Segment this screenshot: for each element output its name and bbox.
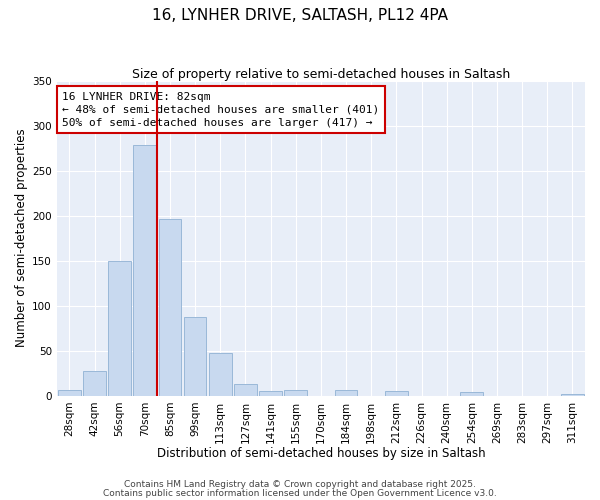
Bar — [109, 260, 131, 396]
Bar — [385, 392, 407, 396]
Bar — [133, 146, 156, 396]
X-axis label: Distribution of semi-detached houses by size in Saltash: Distribution of semi-detached houses by … — [157, 447, 485, 460]
Y-axis label: Number of semi-detached properties: Number of semi-detached properties — [15, 129, 28, 348]
Bar — [184, 316, 206, 396]
Text: Contains HM Land Registry data © Crown copyright and database right 2025.: Contains HM Land Registry data © Crown c… — [124, 480, 476, 489]
Title: Size of property relative to semi-detached houses in Saltash: Size of property relative to semi-detach… — [132, 68, 510, 80]
Bar — [58, 390, 80, 396]
Bar — [259, 392, 282, 396]
Bar — [234, 384, 257, 396]
Bar — [158, 220, 181, 396]
Text: 16, LYNHER DRIVE, SALTASH, PL12 4PA: 16, LYNHER DRIVE, SALTASH, PL12 4PA — [152, 8, 448, 22]
Bar — [284, 390, 307, 396]
Bar — [209, 352, 232, 396]
Bar — [561, 394, 584, 396]
Bar — [335, 390, 358, 396]
Text: Contains public sector information licensed under the Open Government Licence v3: Contains public sector information licen… — [103, 489, 497, 498]
Text: 16 LYNHER DRIVE: 82sqm
← 48% of semi-detached houses are smaller (401)
50% of se: 16 LYNHER DRIVE: 82sqm ← 48% of semi-det… — [62, 92, 379, 128]
Bar — [83, 370, 106, 396]
Bar — [460, 392, 483, 396]
